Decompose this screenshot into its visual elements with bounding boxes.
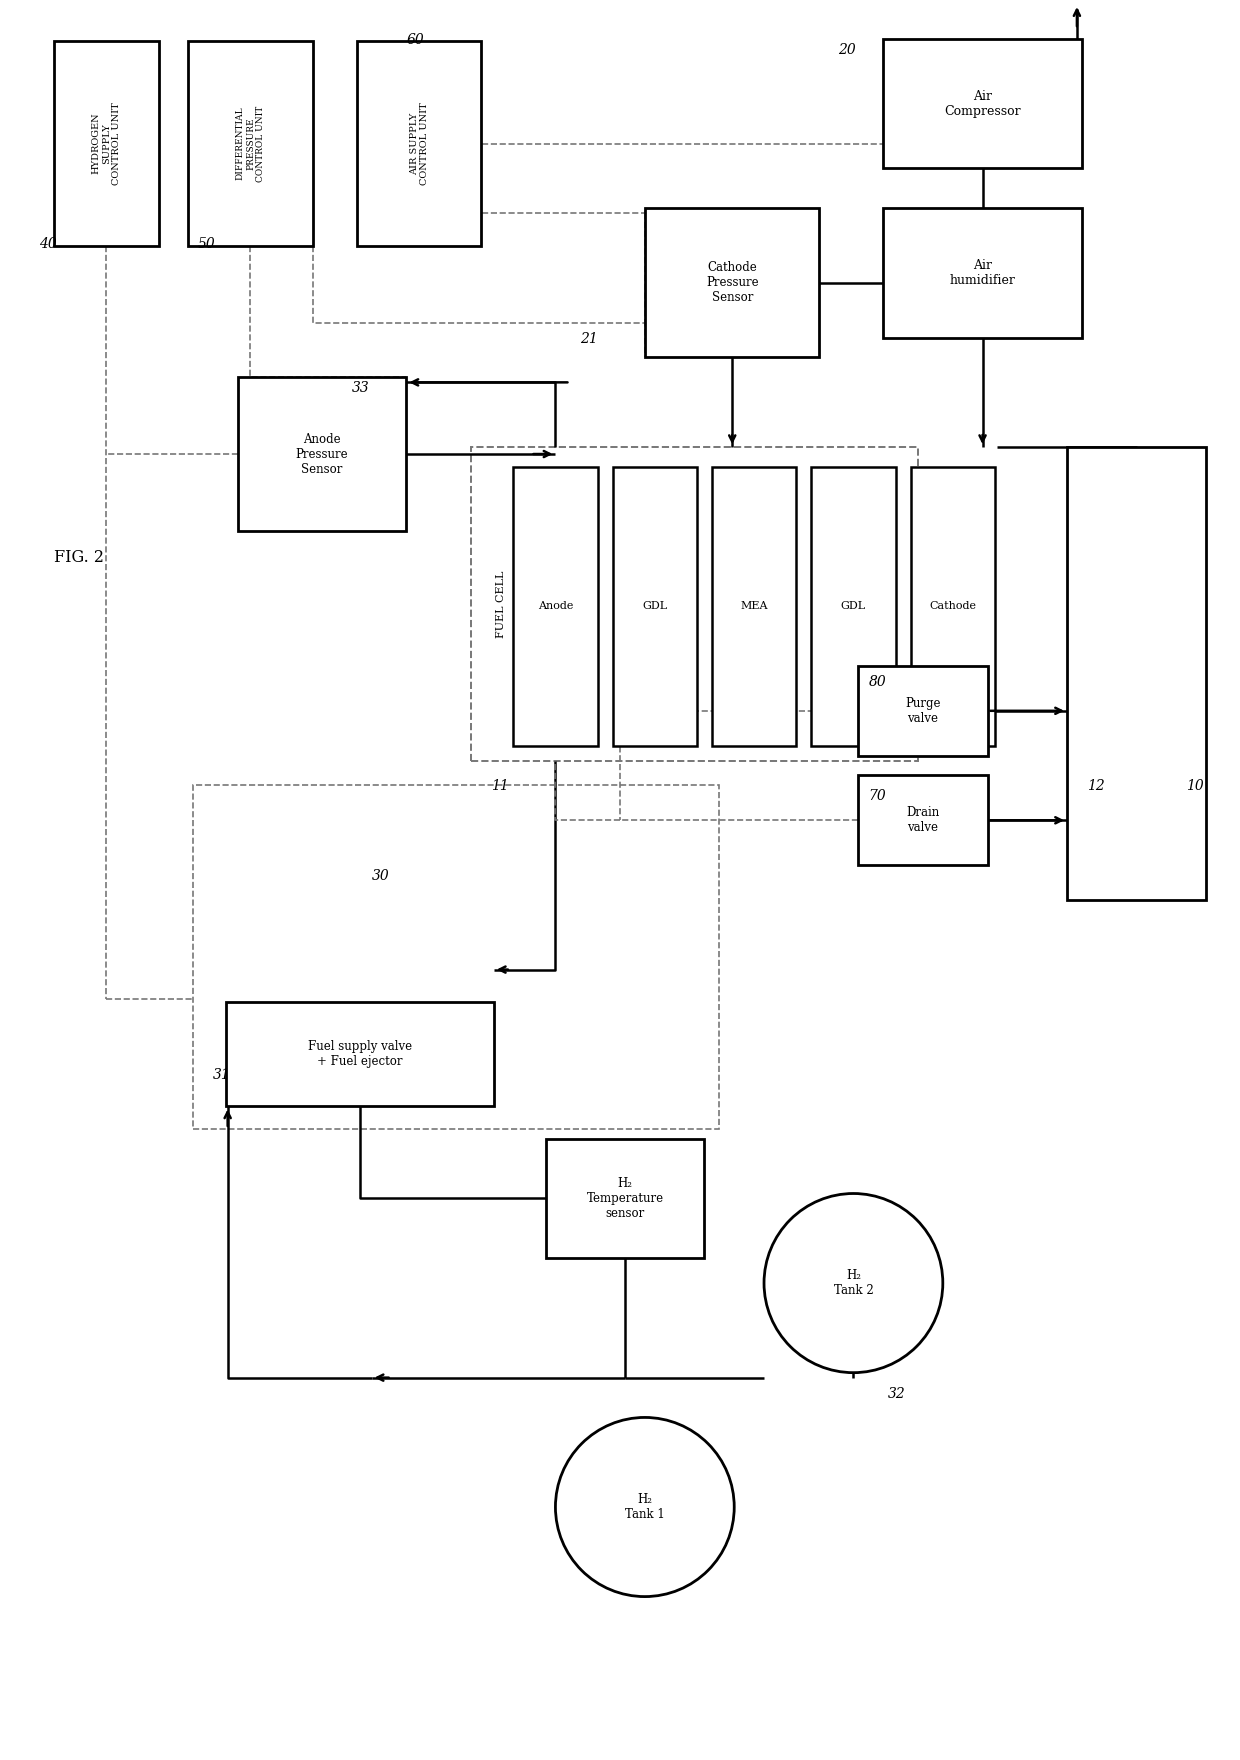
Text: Anode: Anode [538, 602, 573, 611]
Text: 30: 30 [372, 869, 389, 884]
Text: Fuel supply valve
+ Fuel ejector: Fuel supply valve + Fuel ejector [308, 1040, 412, 1068]
Text: Drain
valve: Drain valve [906, 806, 940, 834]
Text: HYDROGEN
SUPPLY
CONTROL UNIT: HYDROGEN SUPPLY CONTROL UNIT [92, 102, 122, 185]
Text: Anode
Pressure
Sensor: Anode Pressure Sensor [295, 433, 348, 475]
Text: 60: 60 [407, 33, 424, 48]
Bar [883, 208, 1081, 338]
Bar [858, 776, 987, 866]
Bar [188, 42, 312, 245]
Text: Air
humidifier: Air humidifier [950, 259, 1016, 287]
Bar [55, 42, 159, 245]
Text: 20: 20 [838, 42, 857, 56]
Bar [513, 466, 598, 746]
Text: Purge
valve: Purge valve [905, 697, 941, 725]
Text: AIR SUPPLY
CONTROL UNIT: AIR SUPPLY CONTROL UNIT [409, 102, 429, 185]
Text: H₂
Tank 1: H₂ Tank 1 [625, 1492, 665, 1521]
Text: Air
Compressor: Air Compressor [944, 90, 1021, 118]
Bar [226, 1001, 494, 1107]
Text: GDL: GDL [642, 602, 667, 611]
Text: 21: 21 [580, 331, 598, 345]
Bar [712, 466, 796, 746]
Bar [613, 466, 697, 746]
Text: DIFFERENTIAL
PRESSURE
CONTROL UNIT: DIFFERENTIAL PRESSURE CONTROL UNIT [236, 106, 265, 181]
Text: FUEL CELL: FUEL CELL [496, 570, 506, 637]
Bar [910, 466, 994, 746]
Bar [471, 447, 918, 760]
Bar [1066, 447, 1207, 899]
Bar [858, 665, 987, 755]
Bar [546, 1139, 704, 1258]
Bar [238, 377, 407, 532]
Text: Cathode
Pressure
Sensor: Cathode Pressure Sensor [706, 260, 759, 304]
Text: H₂
Temperature
sensor: H₂ Temperature sensor [587, 1177, 663, 1220]
Text: 80: 80 [868, 674, 887, 688]
Text: 11: 11 [491, 780, 508, 794]
Text: 32: 32 [888, 1387, 906, 1401]
Text: 70: 70 [868, 790, 887, 803]
Text: 50: 50 [198, 238, 216, 252]
Text: FIG. 2: FIG. 2 [53, 549, 104, 565]
Text: 40: 40 [38, 238, 57, 252]
Text: 33: 33 [352, 382, 370, 396]
Text: MEA: MEA [740, 602, 768, 611]
Bar [811, 466, 895, 746]
Text: Cathode: Cathode [929, 602, 976, 611]
Text: 31: 31 [213, 1068, 231, 1082]
Bar [357, 42, 481, 245]
Text: GDL: GDL [841, 602, 866, 611]
Text: 12: 12 [1086, 780, 1105, 794]
Bar [883, 39, 1081, 169]
Bar [193, 785, 719, 1128]
Text: 10: 10 [1187, 780, 1204, 794]
Bar [645, 208, 820, 357]
Text: H₂
Tank 2: H₂ Tank 2 [833, 1269, 873, 1297]
